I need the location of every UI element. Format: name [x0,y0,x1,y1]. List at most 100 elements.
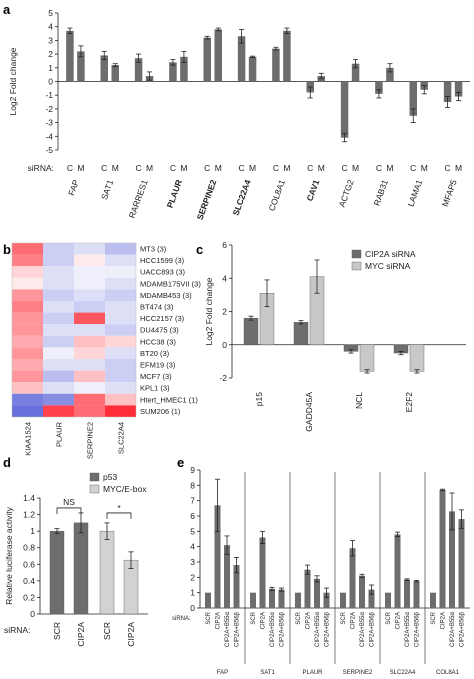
b-cell-14-SLC22A4 [105,405,136,417]
d-annotation-star: * [117,503,121,513]
b-cell-12-KIAA1524 [12,382,43,394]
e-bar-PLAUR-2 [314,578,320,608]
b-cell-11-SERPINE2 [74,370,105,383]
b-cell-4-PLAUR [43,289,74,301]
c-legend-swatch [351,249,362,259]
b-cell-8-PLAUR [43,335,74,348]
e-sub-label: CIP2A+B56β [325,611,331,647]
b-cell-13-PLAUR [43,393,74,406]
b-cell-0-KIAA1524 [12,243,43,255]
e-bar-SAT1-1 [259,537,266,608]
e-bar-SERPINE2-3 [368,589,375,608]
b-cell-3-PLAUR [43,277,74,290]
e-bar-FAP-3 [233,565,240,608]
b-cell-1-KIAA1524 [12,254,43,267]
c-cat-label-E2F2: E2F2 [404,392,414,413]
d-y-tick-label: 1.2 [23,510,35,520]
b-cell-7-SERPINE2 [74,324,105,336]
e-bar-SERPINE2-2 [359,575,365,608]
c-y-tick-label: 2 [222,307,227,317]
b-cell-2-SERPINE2 [74,266,105,278]
e-sub-label: CIP2A [351,612,357,629]
panel-letter-b: b [3,242,11,257]
a-gene-label-FAP: FAP [66,178,81,197]
e-group-label-COL8A1: COL8A1 [436,670,460,676]
e-sub-label: CIP2A+B56β [460,611,466,647]
a-gene-label-SAT1: SAT1 [99,178,116,201]
e-siRNA-label: siRNA: [172,616,191,622]
a-y-tick-label: -3 [45,118,53,128]
b-cell-0-SLC22A4 [105,243,136,255]
d-bracket-star [106,512,132,519]
chart-c: -2 0 2 4 6 Log2 Fold change p15 GADD45A NCL E2F2 C… [204,240,466,432]
e-sub-label: CIP2A+B56β [235,611,241,647]
b-cell-8-SLC22A4 [105,335,136,348]
a-y-axis-title: Log2 Fold change [8,47,18,115]
d-bar-2 [99,530,115,615]
d-cat-label-3: CIP2A [126,622,136,647]
e-bar-SAT1-2 [269,588,275,608]
a-bar-PLAUR-M [180,56,188,82]
d-y-tick-label: 0.2 [23,592,35,602]
b-cell-3-SLC22A4 [105,277,136,290]
d-y-tick-label: 0.6 [23,559,35,569]
b-row-label: MCF7 (3) [140,372,172,381]
a-sub-label: C [342,163,348,173]
a-sub-label: C [170,163,176,173]
a-bar-SERPINE2-M [214,29,222,82]
b-cell-10-SERPINE2 [74,359,105,371]
e-y-tick-label: 7 [190,496,195,506]
d-legend-label: p53 [103,472,117,482]
a-bar-ACTG2-M [351,63,360,82]
a-gene-label-SERPINE2: SERPINE2 [195,178,219,221]
b-frame [11,242,137,418]
e-group-label-SAT1: SAT1 [260,670,275,676]
a-y-tick-label: -1 [45,90,53,100]
c-y-tick-label: 6 [222,240,227,250]
b-row-label: HCC1599 (3) [140,256,185,265]
a-gene-label-PLAUR: PLAUR [165,178,184,209]
e-bar-FAP-2 [224,545,230,608]
e-bar-SAT1-0 [250,592,256,608]
b-col-label-SERPINE2: SERPINE2 [86,422,95,459]
b-cell-6-PLAUR [43,312,74,325]
b-cell-9-KIAA1524 [12,347,43,359]
b-cell-7-PLAUR [43,324,74,336]
b-cell-14-SERPINE2 [74,405,105,417]
a-bar-COL8A1-C [272,48,280,82]
a-bar-MFAP5-C [443,81,452,103]
e-y-tick-label: 0 [190,603,195,613]
d-cat-label-1: CIP2A [76,622,86,647]
a-sub-label: M [283,163,290,173]
c-bar-NCL-1 [359,344,375,372]
d-siRNA-label: siRNA: [4,625,30,635]
e-bar-COL8A1-1 [439,489,446,608]
d-y-tick-label: 0.4 [23,576,35,586]
e-sub-label: SCR [206,611,212,624]
c-y-tick-label: 4 [222,273,227,283]
a-y-tick-label: 3 [48,35,53,45]
a-sub-label: M [455,163,462,173]
b-cell-6-KIAA1524 [12,312,43,325]
e-group-label-FAP: FAP [217,670,228,676]
b-cell-13-SERPINE2 [74,393,105,406]
b-cell-2-KIAA1524 [12,266,43,278]
b-cell-8-SERPINE2 [74,335,105,348]
d-y-tick-label: 0 [30,609,35,619]
a-bar-FAP-M [77,51,85,82]
a-bar-SLC22A4-M [248,56,257,82]
b-cell-6-SERPINE2 [74,312,105,325]
c-legend-swatch [351,261,362,271]
d-y-tick-label: 0.8 [23,543,35,553]
e-y-tick-label: 9 [190,465,195,475]
a-y-tick-label: 4 [48,22,53,32]
e-sub-label: CIP2A+B56β [280,611,286,647]
e-y-tick-label: 1 [190,588,195,598]
chart-d: 0 0.2 0.4 0.6 0.8 1 1.2 1.4 Relative luciferase … [4,472,148,647]
b-cell-13-SLC22A4 [105,393,136,406]
e-bar-COL8A1-2 [449,511,455,608]
b-cell-9-SERPINE2 [74,347,105,359]
c-y-axis-title: Log2 Fold change [204,277,214,345]
b-cell-14-PLAUR [43,405,74,417]
